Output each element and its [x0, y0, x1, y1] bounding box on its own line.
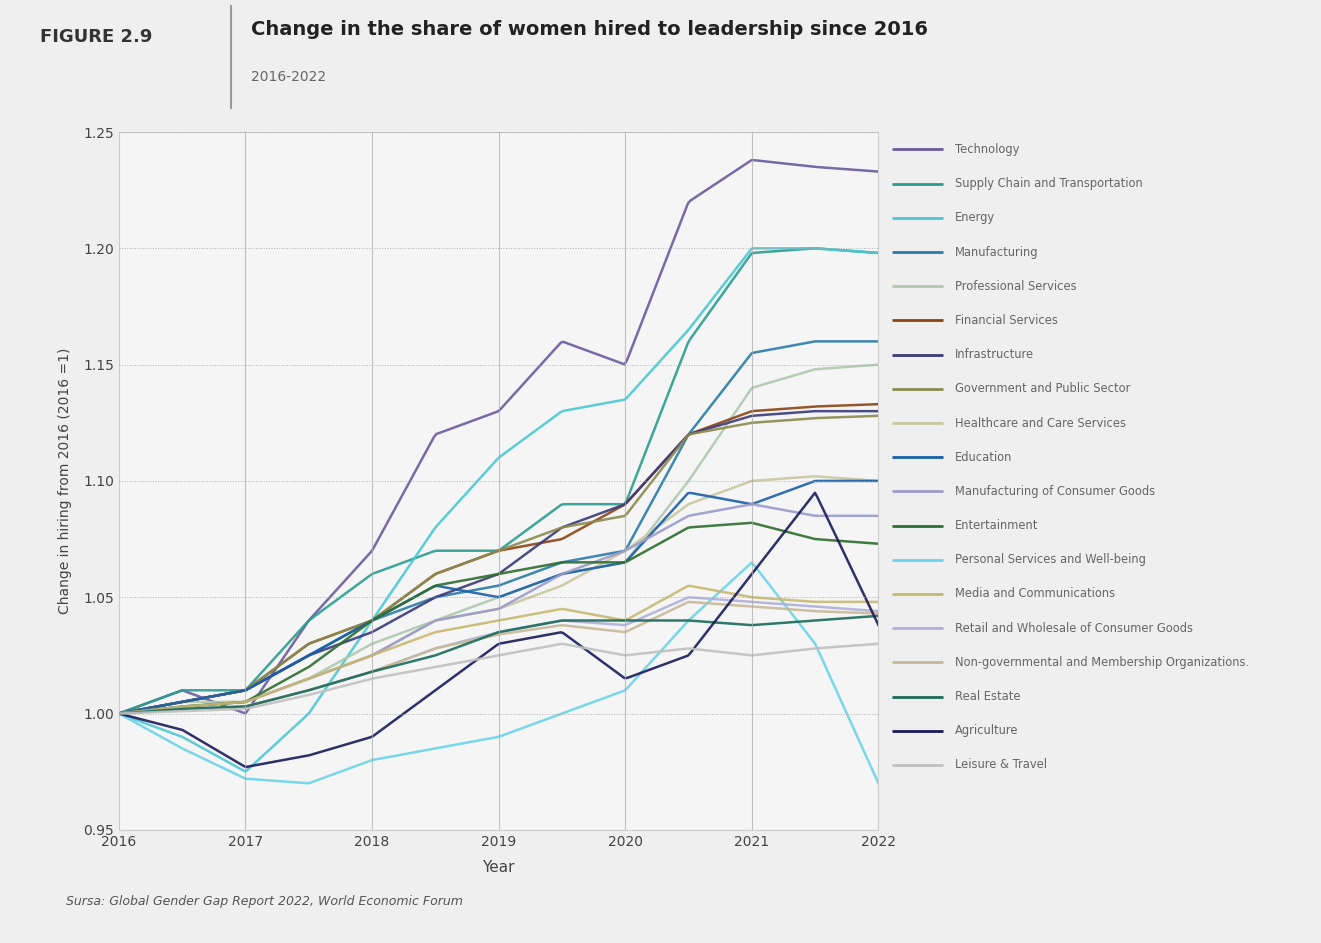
- Text: Technology: Technology: [955, 143, 1020, 156]
- Text: Infrastructure: Infrastructure: [955, 348, 1034, 361]
- Text: Agriculture: Agriculture: [955, 724, 1018, 737]
- Text: Government and Public Sector: Government and Public Sector: [955, 382, 1131, 395]
- Text: Education: Education: [955, 451, 1012, 464]
- Text: Entertainment: Entertainment: [955, 519, 1038, 532]
- Text: Personal Services and Well-being: Personal Services and Well-being: [955, 554, 1145, 567]
- Text: Financial Services: Financial Services: [955, 314, 1058, 327]
- Text: Retail and Wholesale of Consumer Goods: Retail and Wholesale of Consumer Goods: [955, 621, 1193, 635]
- Text: Non-governmental and Membership Organizations.: Non-governmental and Membership Organiza…: [955, 656, 1250, 669]
- Text: FIGURE 2.9: FIGURE 2.9: [40, 28, 152, 46]
- Text: 2016-2022: 2016-2022: [251, 70, 326, 84]
- Text: Sursa: Global Gender Gap Report 2022, World Economic Forum: Sursa: Global Gender Gap Report 2022, Wo…: [66, 895, 462, 908]
- Text: Healthcare and Care Services: Healthcare and Care Services: [955, 417, 1125, 429]
- X-axis label: Year: Year: [482, 860, 515, 875]
- Bar: [119, 132, 878, 830]
- Text: Media and Communications: Media and Communications: [955, 587, 1115, 601]
- Text: Real Estate: Real Estate: [955, 690, 1021, 703]
- Text: Leisure & Travel: Leisure & Travel: [955, 758, 1048, 771]
- Text: Professional Services: Professional Services: [955, 280, 1077, 292]
- Text: Change in the share of women hired to leadership since 2016: Change in the share of women hired to le…: [251, 21, 927, 40]
- Text: Energy: Energy: [955, 211, 995, 224]
- Text: Manufacturing of Consumer Goods: Manufacturing of Consumer Goods: [955, 485, 1155, 498]
- Text: Manufacturing: Manufacturing: [955, 245, 1038, 258]
- Y-axis label: Change in hiring from 2016 (2016 =1): Change in hiring from 2016 (2016 =1): [58, 348, 73, 614]
- Text: Supply Chain and Transportation: Supply Chain and Transportation: [955, 177, 1143, 190]
